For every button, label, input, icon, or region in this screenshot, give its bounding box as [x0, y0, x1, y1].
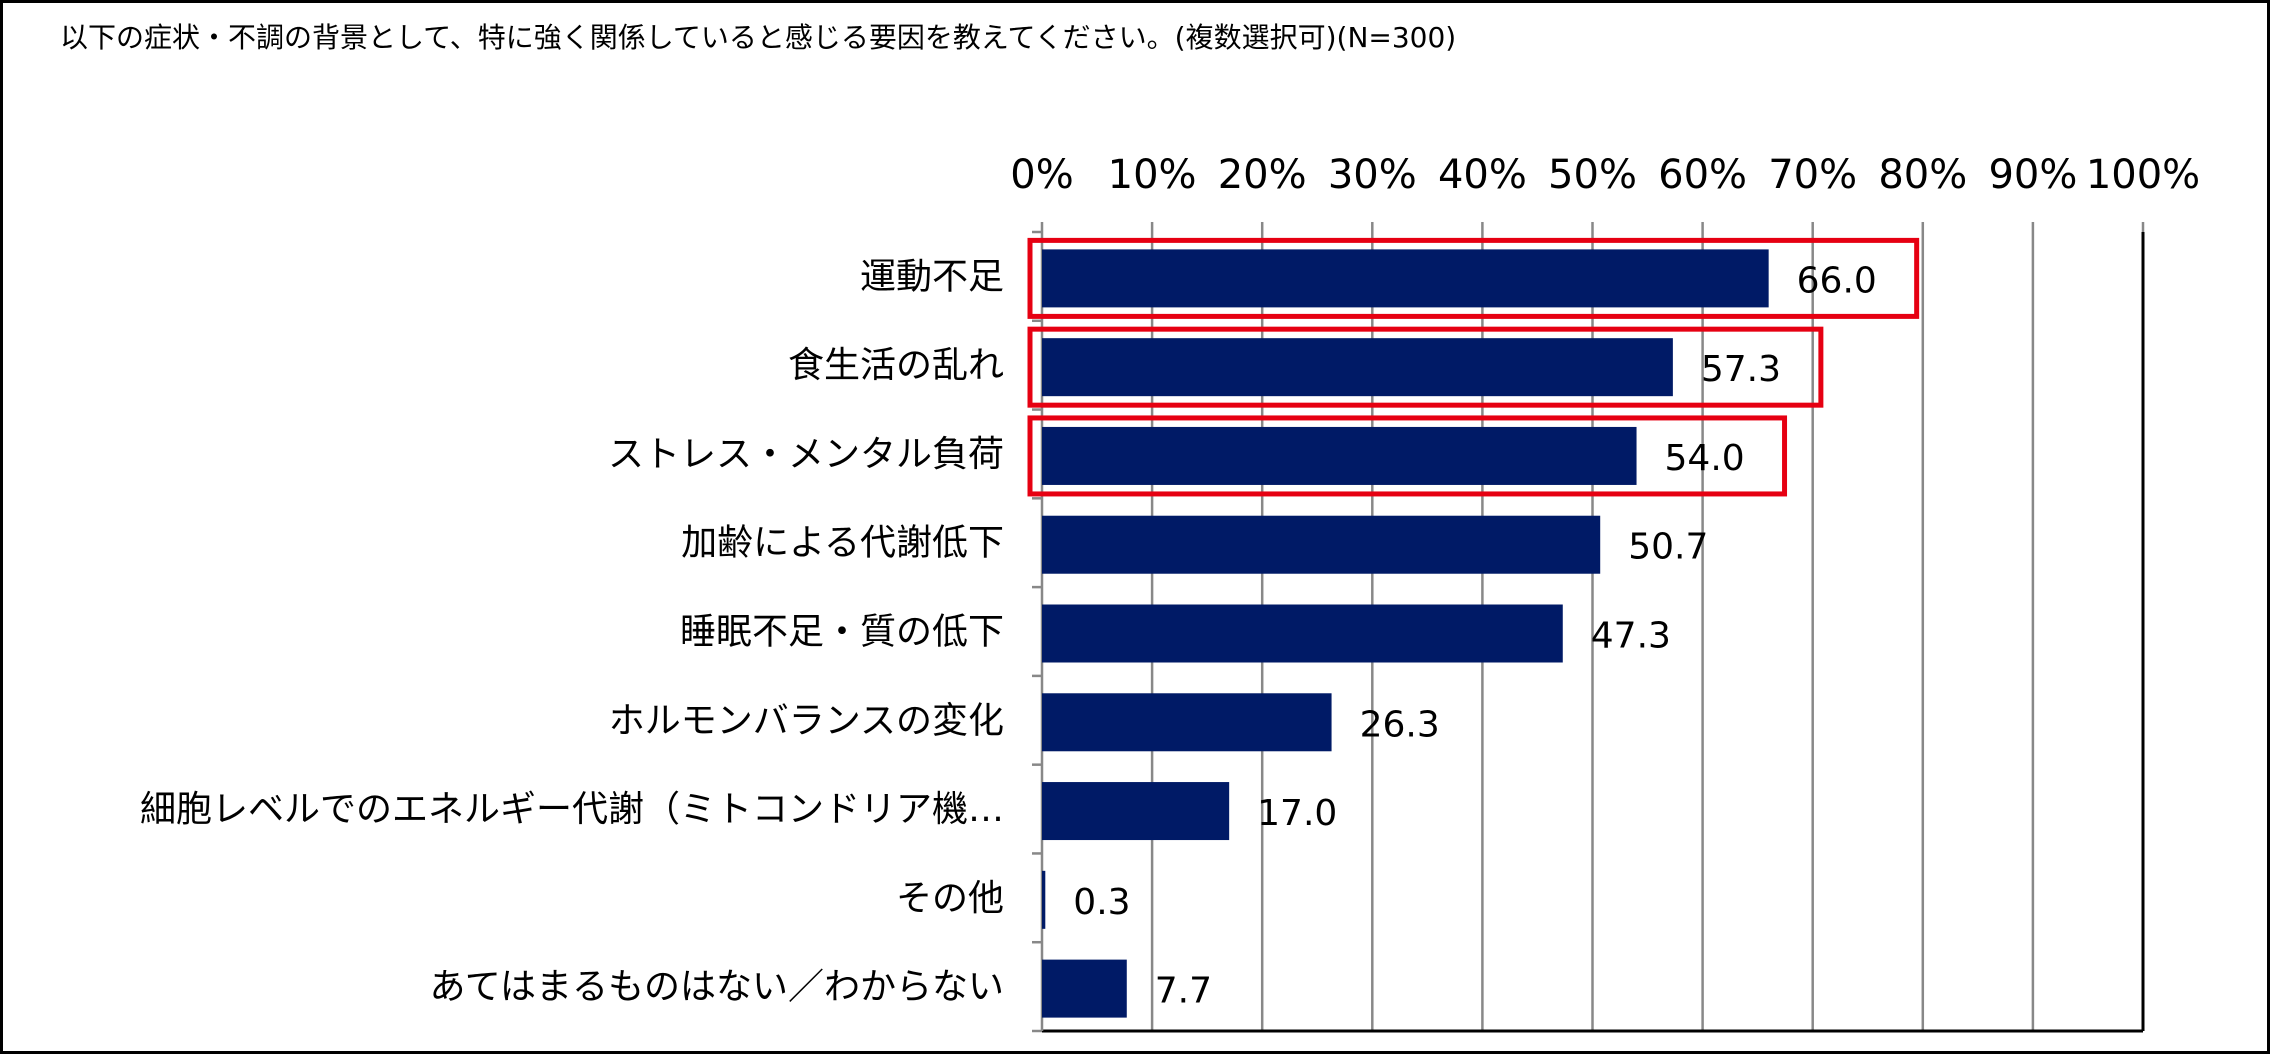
bar [1042, 249, 1769, 308]
x-tick-label: 10% [1108, 152, 1197, 198]
highlight-box [1027, 326, 1824, 408]
y-tick-label: 細胞レベルでのエネルギー代謝（ミトコンドリア機… [140, 789, 1004, 830]
y-tick-label: 食生活の乱れ [788, 345, 1004, 386]
x-tick-label: 90% [1988, 152, 2077, 198]
value-label: 47.3 [1591, 616, 1671, 657]
value-label: 26.3 [1360, 704, 1440, 745]
x-tick-label: 40% [1438, 152, 1527, 198]
y-tick-label: 運動不足 [860, 256, 1004, 297]
value-label: 7.7 [1155, 971, 1212, 1012]
y-tick-label: ホルモンバランスの変化 [609, 700, 1004, 741]
x-tick-label: 30% [1328, 152, 1417, 198]
x-tick-label: 50% [1548, 152, 1637, 198]
highlight-box [1027, 415, 1788, 497]
y-tick-label: ストレス・メンタル負荷 [608, 434, 1004, 475]
x-tick-label: 0% [1010, 152, 1073, 198]
highlight-box [1027, 237, 1920, 319]
y-tick-label: 加齢による代謝低下 [681, 523, 1004, 564]
y-tick-label: その他 [896, 878, 1004, 919]
bar [1042, 870, 1046, 929]
value-label: 50.7 [1628, 527, 1708, 568]
value-label: 17.0 [1257, 793, 1337, 834]
value-label: 0.3 [1073, 882, 1130, 923]
value-label: 54.0 [1665, 438, 1745, 479]
value-label: 57.3 [1701, 349, 1781, 390]
bar [1042, 426, 1637, 485]
bar [1042, 693, 1332, 752]
bar [1042, 338, 1673, 397]
y-tick-label: あてはまるものはない／わからない [429, 967, 1004, 1008]
y-tick-label: 睡眠不足・質の低下 [680, 612, 1004, 653]
value-label: 66.0 [1797, 260, 1877, 301]
bar [1042, 959, 1127, 1018]
chart-title: 以下の症状・不調の背景として、特に強く関係していると感じる要因を教えてください。… [60, 21, 1456, 54]
bar [1042, 782, 1230, 841]
bar [1042, 515, 1601, 574]
bar [1042, 604, 1563, 663]
x-tick-label: 70% [1768, 152, 1857, 198]
x-tick-label: 60% [1658, 152, 1747, 198]
x-tick-label: 20% [1218, 152, 1307, 198]
x-tick-label: 100% [2086, 152, 2200, 198]
x-tick-label: 80% [1878, 152, 1967, 198]
